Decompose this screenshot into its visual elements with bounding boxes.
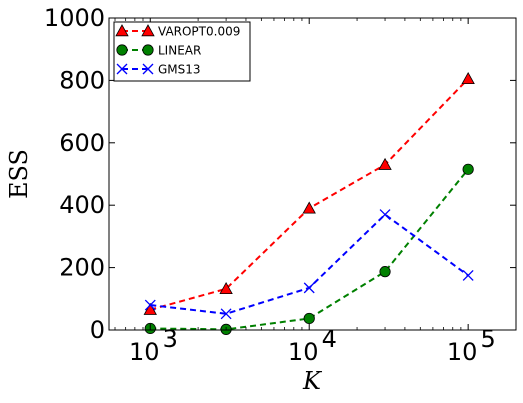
legend-marker [142, 44, 154, 56]
series-line-linear [150, 168, 469, 331]
y-tick-label: 200 [59, 254, 105, 282]
data-point-varopt0-009 [378, 157, 392, 170]
y-tick-label: 1000 [44, 4, 105, 32]
data-point-linear [303, 312, 315, 325]
data-point-varopt0-009 [461, 72, 475, 85]
y-tick-label: 400 [59, 191, 105, 219]
data-point-gms13 [379, 209, 391, 221]
x-tick-label: 10 [288, 338, 319, 366]
series-layer [143, 72, 475, 335]
data-point-varopt0-009 [143, 302, 157, 315]
data-point-varopt0-009 [219, 281, 233, 295]
data-point-linear [462, 163, 474, 175]
x-tick-label: 10 [129, 338, 160, 366]
legend: VAROPT0.009 LINEAR GMS13 [113, 21, 251, 82]
legend-marker [115, 24, 129, 37]
data-point-varopt0-009 [302, 201, 316, 214]
legend-item-varopt0-009: VAROPT0.009 [115, 24, 240, 39]
y-tick-label: 0 [90, 316, 105, 344]
x-tick-label-exponent: 3 [163, 325, 178, 353]
data-point-gms13 [462, 269, 474, 281]
legend-item-linear: LINEAR [116, 44, 201, 58]
data-point-gms13 [144, 299, 156, 311]
series-varopt0-009 [143, 72, 475, 315]
y-tick-label: 800 [59, 66, 105, 94]
plot-frame [108, 17, 517, 331]
legend-label: LINEAR [158, 44, 201, 58]
y-tick-label: 600 [59, 129, 105, 157]
legend-marker [142, 63, 154, 75]
x-tick-label-exponent: 4 [322, 325, 337, 353]
legend-item-gms13: GMS13 [116, 63, 201, 77]
legend-marker [141, 24, 155, 37]
data-point-linear [379, 266, 391, 278]
legend-label: VAROPT0.009 [158, 25, 240, 39]
series-gms13 [144, 209, 474, 320]
series-linear [144, 163, 474, 335]
data-point-gms13 [220, 308, 232, 320]
x-tick-label-exponent: 5 [481, 325, 496, 353]
y-axis-label: ESS [5, 149, 33, 199]
x-tick-label: 10 [447, 338, 478, 366]
data-point-gms13 [303, 282, 315, 294]
legend-label: GMS13 [158, 63, 201, 77]
legend-marker [116, 44, 128, 56]
legend-marker [116, 63, 128, 75]
x-axis-label: K [302, 367, 323, 395]
